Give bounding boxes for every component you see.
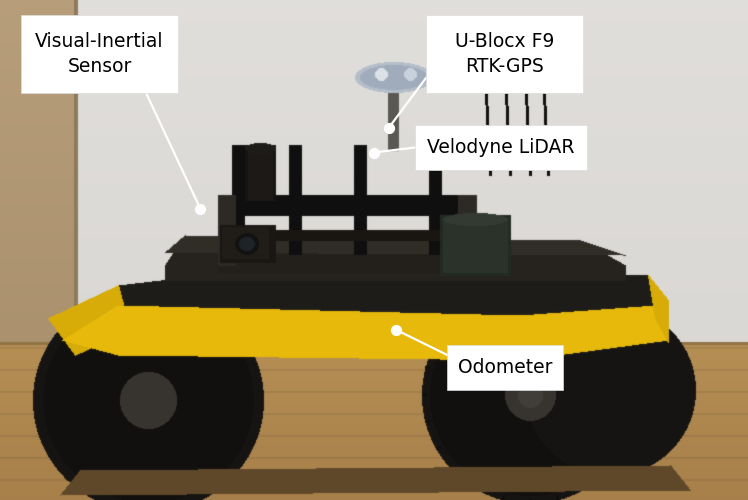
Text: Odometer: Odometer (458, 358, 552, 377)
Text: U-Blocx F9
RTK-GPS: U-Blocx F9 RTK-GPS (456, 32, 554, 76)
FancyBboxPatch shape (447, 345, 563, 390)
Point (368, 148, 380, 156)
FancyBboxPatch shape (415, 125, 587, 170)
Point (194, 205, 206, 213)
Point (390, 326, 402, 334)
FancyBboxPatch shape (426, 15, 583, 92)
Point (383, 124, 395, 132)
Text: Visual-Inertial
Sensor: Visual-Inertial Sensor (35, 32, 164, 76)
Text: Velodyne LiDAR: Velodyne LiDAR (427, 138, 575, 157)
FancyBboxPatch shape (21, 15, 178, 92)
